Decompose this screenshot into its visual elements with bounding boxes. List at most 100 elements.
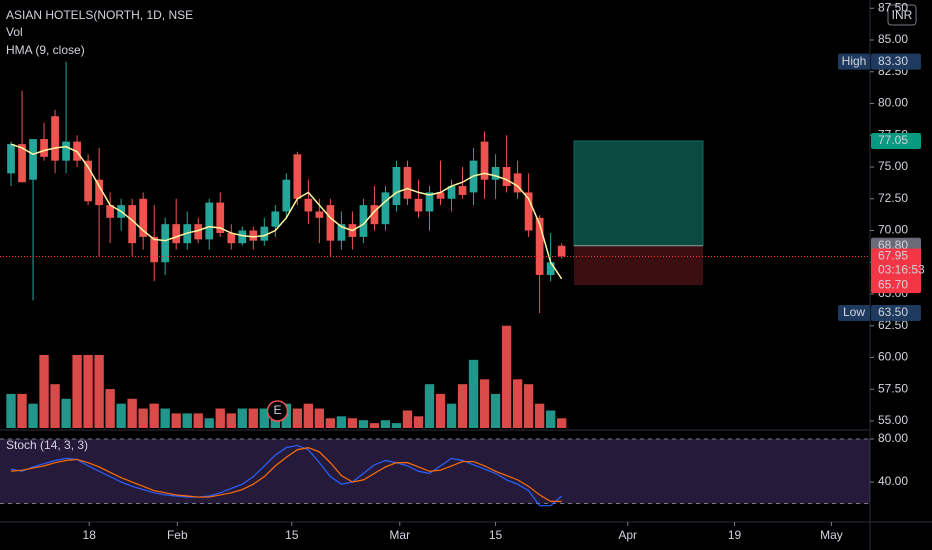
price-tag-label: 83.30 [878,54,908,68]
candle-body [194,224,203,240]
price-tag [871,305,921,322]
volume-bar [215,408,225,428]
candle-body [227,233,236,244]
x-tick-label: Mar [389,528,410,542]
volume-bar [413,416,424,428]
candle-body [337,224,346,241]
candle-body [18,144,26,183]
candle-body [557,245,566,257]
x-tick-label: Apr [618,528,637,542]
volume-bar [160,408,170,428]
candle-body [40,139,48,157]
candle-body [513,173,522,193]
y-tick-label: 70.00 [878,223,908,237]
target-zone [573,140,704,247]
volume-bar [512,379,523,428]
price-tag-name-box [838,53,870,70]
x-tick-label: 15 [285,528,299,542]
candle-body [282,179,291,212]
candle-body [51,116,59,161]
price-tag-label: 65.70 [878,277,908,291]
stoch-tick-label: 80.00 [878,431,908,445]
candle-body [425,192,434,212]
volume-bar [490,393,501,428]
x-tick-label: 19 [728,528,742,542]
candle-body [414,198,423,212]
volume-bar [292,408,303,428]
volume-bar [127,398,137,428]
candle-body [271,211,280,227]
plot [0,61,870,507]
x-tick-label: 18 [83,528,97,542]
candle-body [502,167,511,187]
candle-body [535,217,544,275]
volume-bar [259,408,269,428]
candle-body [161,224,170,263]
countdown: 03:16:53 [878,263,925,277]
volume-bar [556,418,567,428]
stoch-legend: Stoch (14, 3, 3) [6,438,88,452]
stoch-tick-label: 40.00 [878,474,908,488]
candle-body [106,205,114,218]
volume-bar [28,403,38,428]
candle-body [370,205,379,225]
candle-body [436,192,445,199]
candle-body [238,230,247,244]
candle-body [524,192,533,231]
volume-legend: Vol [6,25,23,39]
candle-body [205,202,214,240]
volume-bar [248,408,258,428]
volume-bar [39,354,49,428]
chart-title: ASIAN HOTELS(NORTH, 1D, NSE [6,8,193,22]
volume-bar [226,413,236,428]
volume-bar [446,403,457,428]
hma-line [10,143,563,280]
candle-body [128,205,137,244]
candle-body [216,202,225,234]
volume-bar [105,389,115,428]
stop-zone [574,245,703,286]
volume-bar [402,410,413,428]
price-tag-label: 67.95 [878,249,908,263]
y-tick-label: 62.50 [878,318,908,332]
volume-bar [369,423,380,428]
candle-body [249,230,258,241]
candle-body [491,167,500,180]
volume-bar [545,410,556,428]
candle-body [359,205,368,237]
volume-bar [457,384,468,428]
price-tag [871,277,921,294]
candle-body [458,186,467,195]
hma-legend: HMA (9, close) [6,43,85,57]
volume-bar [468,359,479,428]
price-tag-label: 63.50 [878,305,908,319]
candle-body [95,179,103,206]
volume-bar [336,416,347,428]
volume-bar [6,393,16,428]
y-tick-label: 60.00 [878,350,908,364]
candle-body [293,154,302,199]
volume-bar [50,384,60,428]
candle-body [326,205,335,241]
volume-bar [116,403,126,428]
volume-bar [391,423,402,428]
candle-body [480,141,489,180]
currency-badge[interactable] [887,4,917,26]
price-tag-name-box [838,305,870,322]
volume-bar [138,408,148,428]
candle-body [304,198,313,212]
price-tag-label: 77.05 [878,133,908,147]
candle-body [62,141,70,161]
y-tick-label: 57.50 [878,381,908,395]
volume-bar [347,418,358,428]
volume-bar [182,413,192,428]
candle-body [150,236,159,263]
y-tick-label: 80.00 [878,96,908,110]
y-tick-label: 55.00 [878,413,908,427]
currency[interactable]: INR [892,8,913,22]
volume-bar [72,354,82,428]
price-tag-name: Low [843,305,865,319]
earnings-icon [266,400,289,422]
volume-bar [424,384,435,428]
